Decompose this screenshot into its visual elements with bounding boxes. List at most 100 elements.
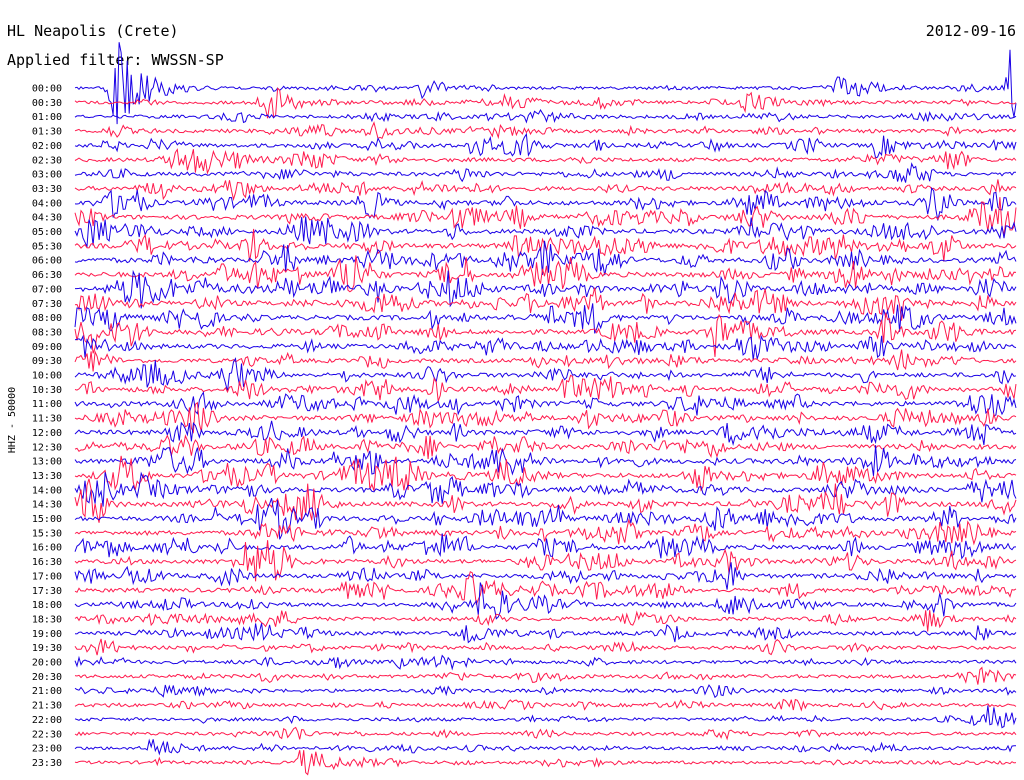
trace-row-1000 — [74, 357, 1017, 392]
row-time-label: 18:00 — [32, 600, 62, 611]
trace-row-2230 — [74, 726, 1017, 741]
row-time-label: 01:30 — [32, 127, 62, 138]
trace-row-0730 — [74, 287, 1017, 321]
trace-row-1600 — [74, 533, 1017, 560]
row-time-label: 20:30 — [32, 672, 62, 683]
row-time-label: 11:30 — [32, 414, 62, 425]
row-time-label: 12:30 — [32, 442, 62, 453]
trace-row-0300 — [74, 162, 1016, 183]
row-time-label: 07:00 — [32, 284, 62, 295]
row-time-label: 02:00 — [32, 141, 62, 152]
trace-row-0800 — [74, 303, 1017, 334]
trace-row-0700 — [75, 269, 1017, 309]
row-time-label: 04:30 — [32, 213, 62, 224]
row-time-label: 13:00 — [32, 457, 62, 468]
trace-row-2200 — [74, 705, 1017, 729]
row-time-label: 03:30 — [32, 184, 62, 195]
row-time-label: 04:00 — [32, 198, 62, 209]
trace-row-0500 — [74, 216, 1017, 249]
row-time-label: 12:00 — [32, 428, 62, 439]
trace-row-0930 — [74, 349, 1017, 372]
trace-row-1200 — [74, 420, 1017, 447]
trace-row-1400 — [74, 471, 1017, 507]
trace-row-0230 — [74, 148, 1017, 175]
trace-row-0030 — [74, 87, 1017, 119]
trace-row-1900 — [74, 623, 1017, 644]
row-time-label: 16:00 — [32, 543, 62, 554]
trace-row-1030 — [74, 374, 1017, 402]
trace-row-1800 — [74, 582, 1017, 620]
trace-row-2130 — [74, 698, 1017, 712]
row-time-label: 06:30 — [32, 270, 62, 281]
trace-row-1100 — [74, 391, 1017, 417]
channel-label: HHZ - 50000 — [7, 387, 18, 453]
trace-row-1300 — [74, 445, 1017, 476]
trace-row-0430 — [74, 197, 1017, 235]
row-time-label: 21:00 — [32, 686, 62, 697]
row-time-label: 16:30 — [32, 557, 62, 568]
row-time-label: 21:30 — [32, 701, 62, 712]
row-time-label: 05:30 — [32, 241, 62, 252]
row-time-label: 23:30 — [32, 758, 62, 769]
row-time-label: 19:00 — [32, 629, 62, 640]
row-time-label: 07:30 — [32, 299, 62, 310]
row-time-label: 01:00 — [32, 112, 62, 123]
date-label: 2012-09-16 — [926, 22, 1016, 40]
row-time-label: 00:30 — [32, 98, 62, 109]
row-time-label: 17:30 — [32, 586, 62, 597]
row-time-label: 00:00 — [32, 84, 62, 95]
filter-label: Applied filter: WWSSN-SP — [7, 51, 224, 69]
row-time-label: 08:30 — [32, 327, 62, 338]
trace-row-1500 — [74, 498, 1017, 540]
trace-rows: 00:00 00:30 01:00 01:30 02:00 02:30 03:00 03:30… — [32, 42, 1017, 776]
trace-row-0830 — [74, 312, 1017, 357]
trace-row-1430 — [74, 478, 1017, 523]
row-time-label: 22:30 — [32, 729, 62, 740]
trace-row-1830 — [74, 610, 1017, 632]
row-time-label: 17:00 — [32, 571, 62, 582]
row-time-label: 09:00 — [32, 342, 62, 353]
row-time-label: 15:30 — [32, 528, 62, 539]
row-time-label: 10:30 — [32, 385, 62, 396]
row-time-label: 02:30 — [32, 155, 62, 166]
row-time-label: 14:00 — [32, 485, 62, 496]
trace-row-1730 — [74, 570, 1017, 605]
row-time-label: 14:30 — [32, 500, 62, 511]
row-time-label: 15:00 — [32, 514, 62, 525]
row-time-label: 13:30 — [32, 471, 62, 482]
trace-row-0200 — [74, 132, 1017, 159]
trace-row-0000 — [74, 42, 1017, 125]
trace-row-2300 — [74, 738, 1016, 756]
trace-row-1930 — [74, 638, 1017, 656]
row-time-label: 08:00 — [32, 313, 62, 324]
trace-row-1130 — [74, 401, 1017, 434]
row-time-label: 09:30 — [32, 356, 62, 367]
row-time-label: 10:00 — [32, 371, 62, 382]
trace-row-1630 — [74, 540, 1017, 582]
trace-row-0100 — [74, 108, 1017, 124]
trace-row-2330 — [74, 750, 1017, 776]
row-time-label: 20:00 — [32, 658, 62, 669]
row-time-label: 06:00 — [32, 256, 62, 267]
trace-row-1230 — [74, 434, 1017, 459]
trace-row-2030 — [74, 666, 1017, 685]
trace-row-0400 — [74, 186, 1017, 221]
trace-row-0900 — [74, 334, 1017, 361]
row-time-label: 19:30 — [32, 643, 62, 654]
trace-row-1330 — [74, 455, 1017, 492]
station-title: HL Neapolis (Crete) — [7, 22, 179, 40]
row-time-label: 22:00 — [32, 715, 62, 726]
trace-row-2000 — [74, 654, 1017, 671]
trace-row-0130 — [74, 121, 1017, 140]
trace-row-0600 — [74, 240, 1017, 276]
trace-row-1700 — [74, 562, 1017, 590]
row-time-label: 18:30 — [32, 614, 62, 625]
row-time-label: 05:00 — [32, 227, 62, 238]
row-time-label: 03:00 — [32, 170, 62, 181]
trace-row-1530 — [74, 518, 1017, 546]
row-time-label: 11:00 — [32, 399, 62, 410]
trace-row-2100 — [74, 684, 1017, 699]
trace-row-0630 — [74, 255, 1017, 293]
trace-row-0330 — [74, 179, 1017, 202]
